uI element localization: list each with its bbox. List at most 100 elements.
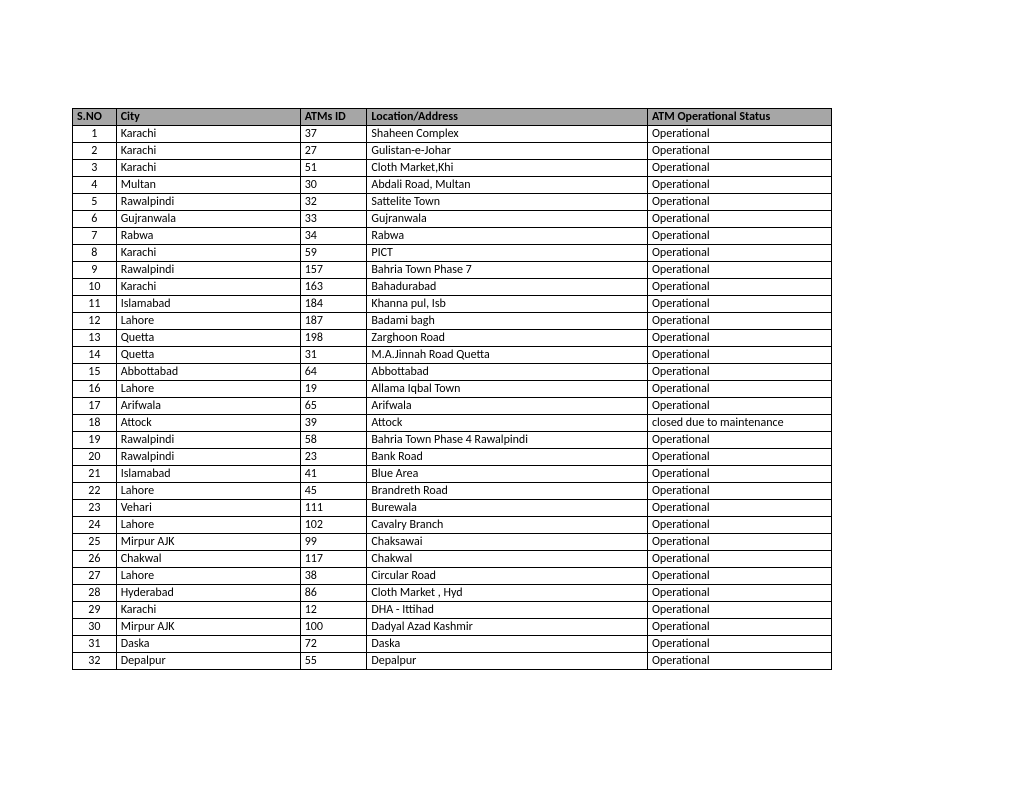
cell-location: Cavalry Branch xyxy=(367,517,648,534)
table-row: 21Islamabad41Blue AreaOperational xyxy=(73,466,832,483)
cell-atmid: 117 xyxy=(300,551,367,568)
cell-location: Burewala xyxy=(367,500,648,517)
cell-city: Lahore xyxy=(116,381,300,398)
cell-atmid: 198 xyxy=(300,330,367,347)
table-row: 18Attock39Attockclosed due to maintenanc… xyxy=(73,415,832,432)
cell-atmid: 19 xyxy=(300,381,367,398)
cell-location: Attock xyxy=(367,415,648,432)
cell-location: Cloth Market,Khi xyxy=(367,160,648,177)
cell-sno: 16 xyxy=(73,381,117,398)
cell-city: Mirpur AJK xyxy=(116,619,300,636)
cell-sno: 32 xyxy=(73,653,117,670)
cell-status: Operational xyxy=(647,143,831,160)
cell-location: Badami bagh xyxy=(367,313,648,330)
header-city: City xyxy=(116,109,300,126)
cell-sno: 20 xyxy=(73,449,117,466)
table-row: 20Rawalpindi23Bank RoadOperational xyxy=(73,449,832,466)
cell-atmid: 34 xyxy=(300,228,367,245)
atm-status-table: S.NO City ATMs ID Location/Address ATM O… xyxy=(72,108,832,670)
cell-city: Daska xyxy=(116,636,300,653)
cell-sno: 10 xyxy=(73,279,117,296)
cell-atmid: 102 xyxy=(300,517,367,534)
cell-location: DHA - Ittihad xyxy=(367,602,648,619)
table-row: 2Karachi27Gulistan-e-JoharOperational xyxy=(73,143,832,160)
cell-location: Zarghoon Road xyxy=(367,330,648,347)
cell-city: Rabwa xyxy=(116,228,300,245)
cell-atmid: 31 xyxy=(300,347,367,364)
cell-city: Rawalpindi xyxy=(116,194,300,211)
cell-atmid: 39 xyxy=(300,415,367,432)
cell-atmid: 51 xyxy=(300,160,367,177)
cell-location: Dadyal Azad Kashmir xyxy=(367,619,648,636)
cell-status: Operational xyxy=(647,228,831,245)
cell-city: Abbottabad xyxy=(116,364,300,381)
cell-status: Operational xyxy=(647,619,831,636)
cell-location: Abbottabad xyxy=(367,364,648,381)
cell-status: Operational xyxy=(647,381,831,398)
table-row: 23Vehari111BurewalaOperational xyxy=(73,500,832,517)
cell-sno: 8 xyxy=(73,245,117,262)
cell-city: Lahore xyxy=(116,517,300,534)
table-row: 9Rawalpindi157Bahria Town Phase 7Operati… xyxy=(73,262,832,279)
table-row: 4Multan30Abdali Road, MultanOperational xyxy=(73,177,832,194)
cell-sno: 12 xyxy=(73,313,117,330)
cell-city: Karachi xyxy=(116,602,300,619)
cell-sno: 13 xyxy=(73,330,117,347)
cell-atmid: 38 xyxy=(300,568,367,585)
cell-location: Circular Road xyxy=(367,568,648,585)
cell-city: Depalpur xyxy=(116,653,300,670)
table-row: 12Lahore187Badami baghOperational xyxy=(73,313,832,330)
cell-status: Operational xyxy=(647,279,831,296)
cell-city: Karachi xyxy=(116,279,300,296)
cell-atmid: 45 xyxy=(300,483,367,500)
cell-status: closed due to maintenance xyxy=(647,415,831,432)
cell-sno: 7 xyxy=(73,228,117,245)
cell-status: Operational xyxy=(647,534,831,551)
cell-atmid: 100 xyxy=(300,619,367,636)
table-row: 24Lahore102Cavalry BranchOperational xyxy=(73,517,832,534)
cell-sno: 25 xyxy=(73,534,117,551)
cell-location: Arifwala xyxy=(367,398,648,415)
cell-location: Daska xyxy=(367,636,648,653)
cell-sno: 9 xyxy=(73,262,117,279)
cell-city: Quetta xyxy=(116,347,300,364)
cell-atmid: 37 xyxy=(300,126,367,143)
table-row: 6Gujranwala33GujranwalaOperational xyxy=(73,211,832,228)
cell-sno: 22 xyxy=(73,483,117,500)
table-row: 10Karachi163BahadurabadOperational xyxy=(73,279,832,296)
cell-sno: 5 xyxy=(73,194,117,211)
cell-city: Lahore xyxy=(116,313,300,330)
cell-city: Multan xyxy=(116,177,300,194)
cell-location: Gujranwala xyxy=(367,211,648,228)
cell-sno: 23 xyxy=(73,500,117,517)
cell-sno: 24 xyxy=(73,517,117,534)
cell-city: Rawalpindi xyxy=(116,432,300,449)
cell-sno: 30 xyxy=(73,619,117,636)
cell-atmid: 99 xyxy=(300,534,367,551)
cell-atmid: 27 xyxy=(300,143,367,160)
cell-atmid: 55 xyxy=(300,653,367,670)
table-row: 27Lahore38Circular RoadOperational xyxy=(73,568,832,585)
cell-atmid: 187 xyxy=(300,313,367,330)
cell-status: Operational xyxy=(647,313,831,330)
cell-status: Operational xyxy=(647,517,831,534)
cell-location: Chakwal xyxy=(367,551,648,568)
cell-sno: 28 xyxy=(73,585,117,602)
cell-status: Operational xyxy=(647,551,831,568)
cell-city: Karachi xyxy=(116,126,300,143)
cell-city: Rawalpindi xyxy=(116,449,300,466)
cell-sno: 27 xyxy=(73,568,117,585)
cell-city: Attock xyxy=(116,415,300,432)
cell-status: Operational xyxy=(647,653,831,670)
cell-status: Operational xyxy=(647,432,831,449)
table-row: 8Karachi59PICTOperational xyxy=(73,245,832,262)
table-row: 3Karachi51Cloth Market,KhiOperational xyxy=(73,160,832,177)
cell-status: Operational xyxy=(647,398,831,415)
cell-city: Arifwala xyxy=(116,398,300,415)
cell-atmid: 30 xyxy=(300,177,367,194)
table-row: 16Lahore19Allama Iqbal TownOperational xyxy=(73,381,832,398)
table-row: 15Abbottabad64AbbottabadOperational xyxy=(73,364,832,381)
cell-atmid: 41 xyxy=(300,466,367,483)
cell-location: Sattelite Town xyxy=(367,194,648,211)
table-row: 11Islamabad184Khanna pul, IsbOperational xyxy=(73,296,832,313)
